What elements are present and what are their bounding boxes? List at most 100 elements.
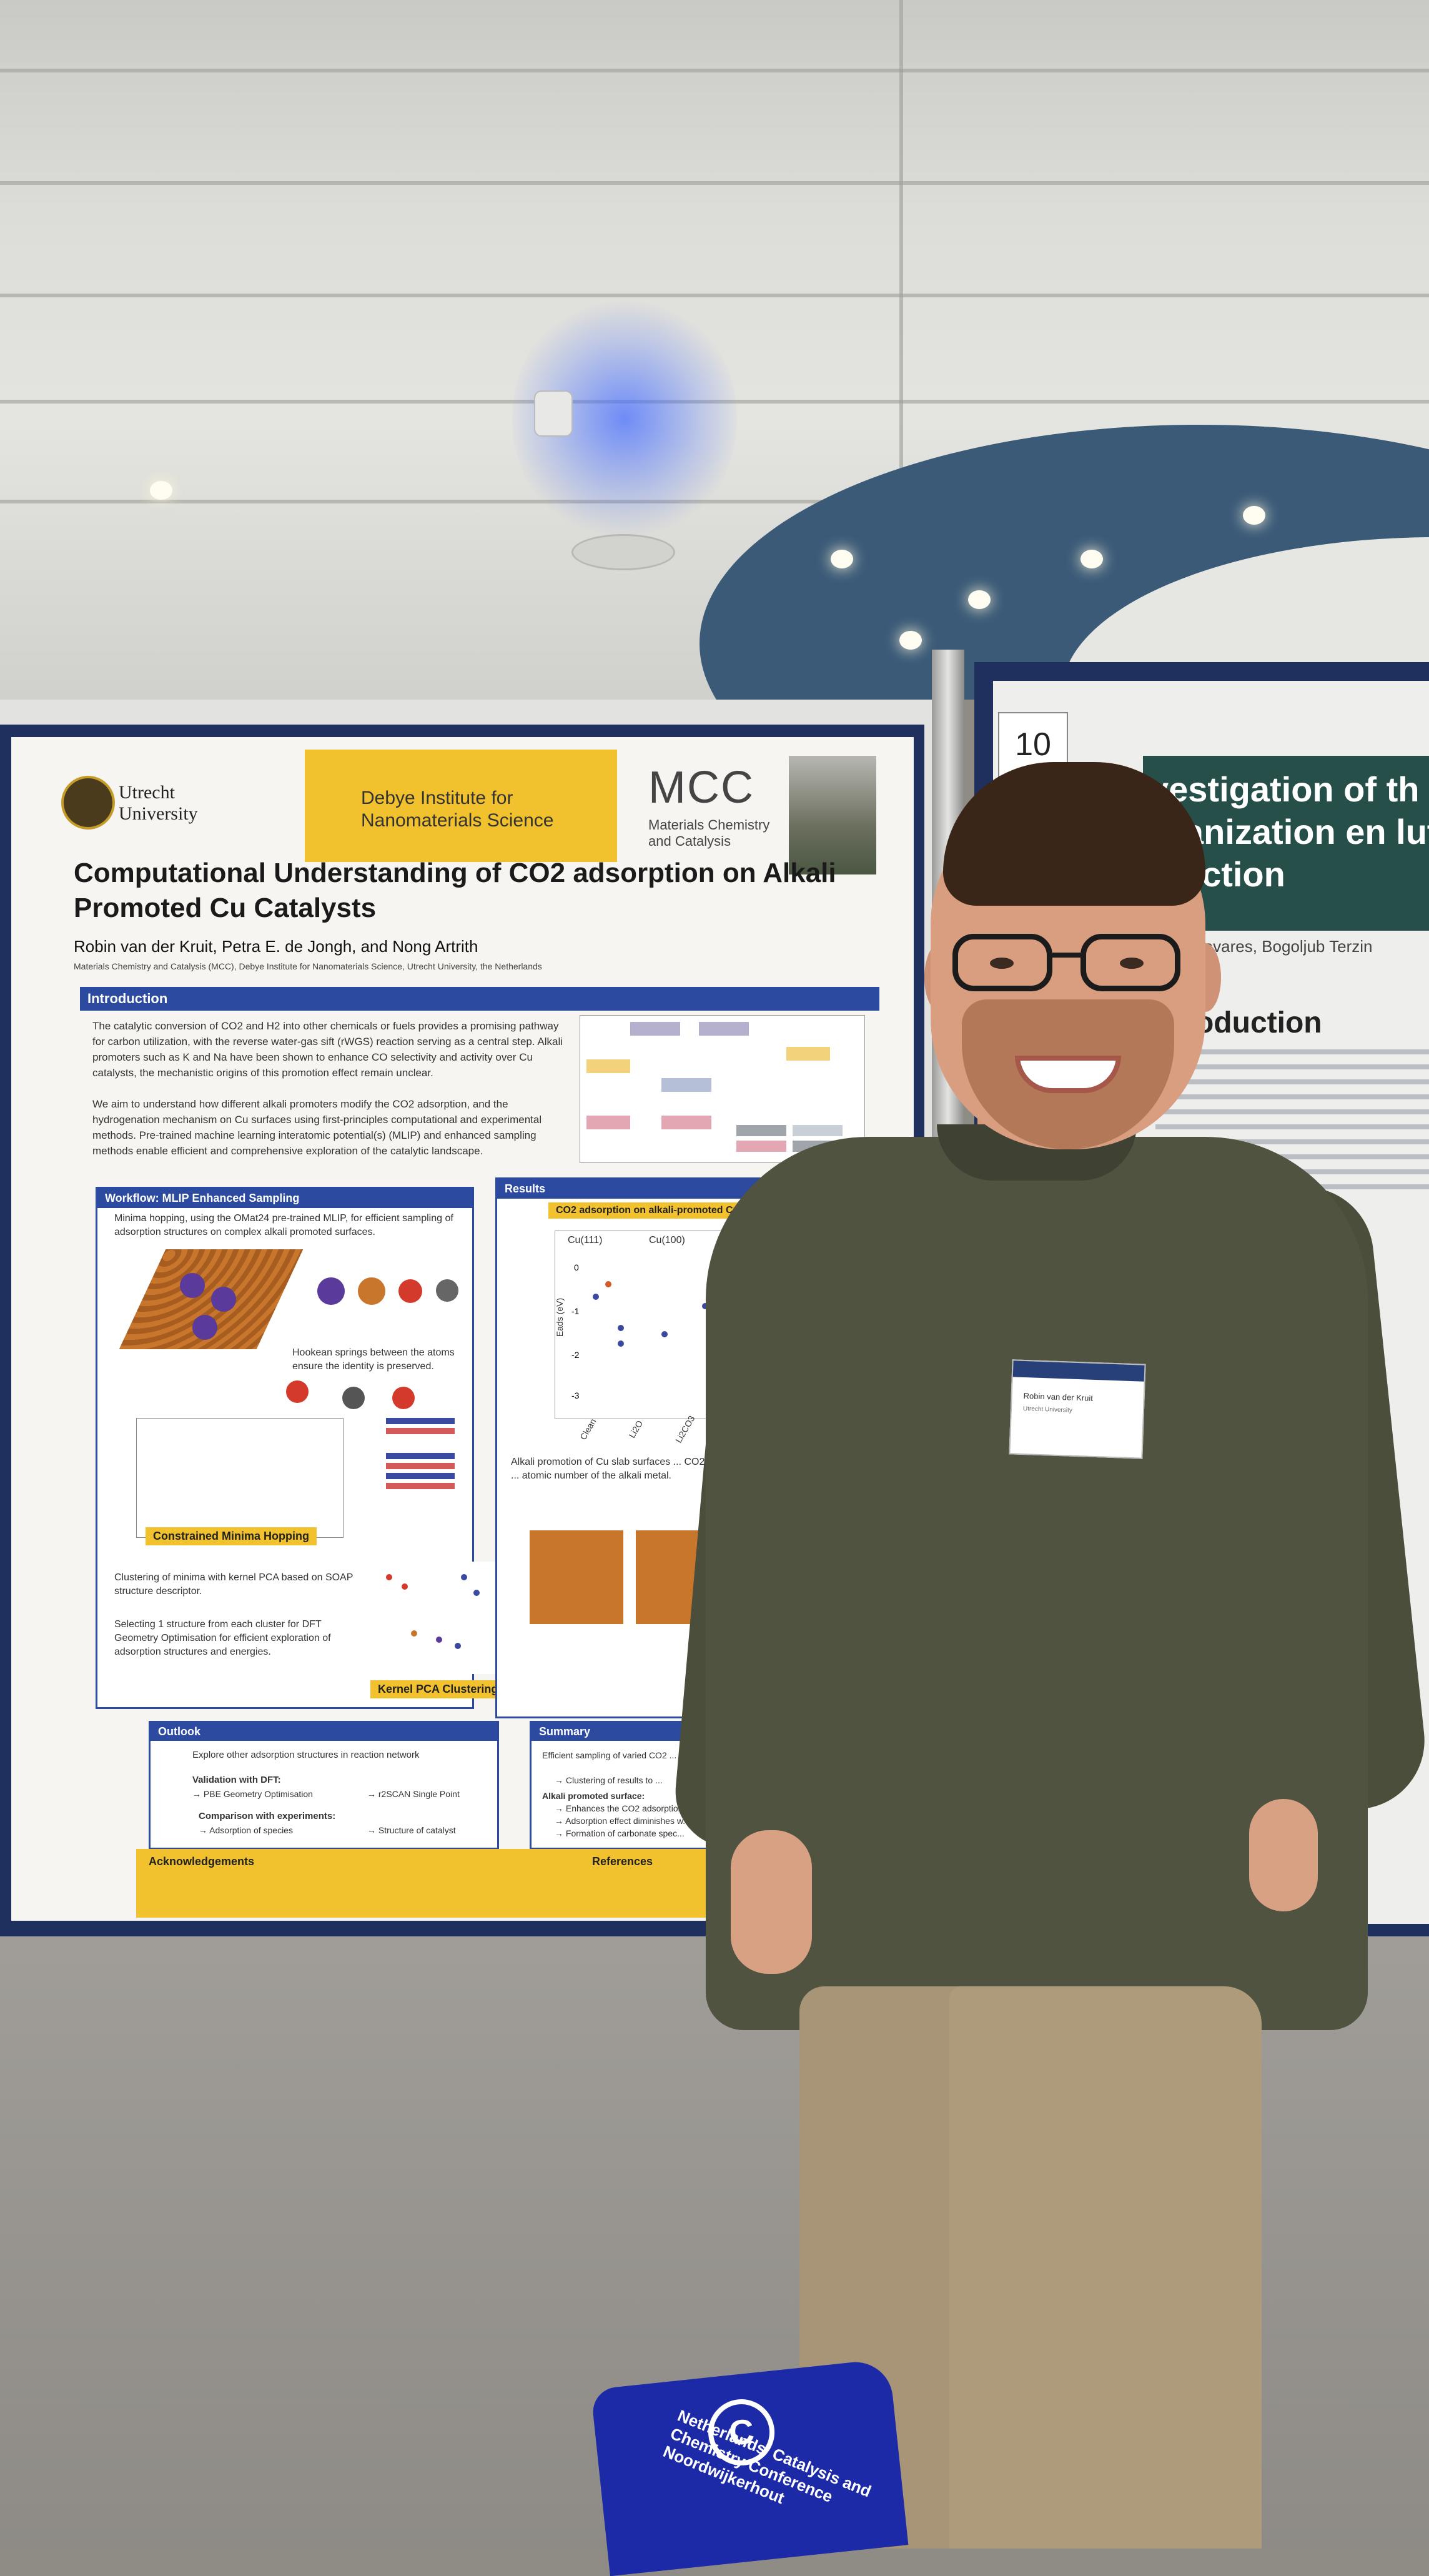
legend-chip <box>736 1141 786 1152</box>
y-tick: 0 <box>574 1262 579 1272</box>
eye <box>990 958 1014 969</box>
acknowledgements-banner: Acknowledgements References <box>136 1849 761 1918</box>
carbon-atom <box>342 1387 365 1409</box>
ceiling-light <box>150 481 172 500</box>
group-name: Materials Chemistry and Catalysis <box>648 817 770 849</box>
data-point <box>618 1325 624 1331</box>
legend-chip <box>793 1125 843 1136</box>
institute-banner: Debye Institute for Nanomaterials Scienc… <box>305 750 617 862</box>
energy-strip <box>386 1428 455 1434</box>
summary-item-2: Alkali promoted surface: <box>542 1791 645 1801</box>
kernel-pca-text: Clustering of minima with kernel PCA bas… <box>114 1572 354 1597</box>
text-line <box>1155 1154 1429 1159</box>
outlook-item-1: Explore other adsorption structures in r… <box>192 1750 420 1760</box>
selecting-text: Selecting 1 structure from each cluster … <box>114 1619 331 1657</box>
section-workflow: Workflow: MLIP Enhanced Sampling <box>97 1188 472 1208</box>
legend-atom <box>436 1279 458 1302</box>
legend-atom <box>317 1277 345 1305</box>
energy-strip <box>386 1453 455 1459</box>
network-node <box>586 1059 630 1073</box>
data-point <box>661 1331 668 1337</box>
kernel-pca-scatter <box>373 1562 498 1674</box>
network-node <box>630 1022 680 1036</box>
hair <box>943 762 1205 906</box>
right-hand <box>1249 1799 1318 1911</box>
network-node <box>699 1022 749 1036</box>
name-badge: Robin van der Kruit Utrecht University <box>1009 1359 1146 1459</box>
outlook-item-3: Comparison with experiments: <box>199 1811 336 1821</box>
results-chart-title: CO2 adsorption on alkali-promoted Cu <box>548 1202 747 1219</box>
conference-bag-text: Netherlands' Catalysis and Chemistry Con… <box>660 2405 874 2508</box>
text-line <box>1155 1064 1429 1069</box>
legend-cu100: Cu(100) <box>649 1235 685 1246</box>
ceiling-vent <box>571 534 675 570</box>
alkali-atom <box>192 1315 217 1340</box>
ceiling <box>0 0 1429 700</box>
kernel-pca-label: Kernel PCA Clustering <box>370 1680 506 1698</box>
ceiling-light <box>968 590 991 609</box>
energy-landscape-diagram <box>136 1418 344 1538</box>
section-references: References <box>592 1855 653 1868</box>
scatter-point <box>386 1574 392 1580</box>
section-acknowledgements: Acknowledgements <box>149 1855 255 1868</box>
energy-levels-diagram <box>386 1418 455 1493</box>
data-point <box>702 1303 708 1309</box>
summary-item-2c: → Formation of carbonate spec... <box>555 1828 685 1838</box>
intro-text: The catalytic conversion of CO2 and H2 i… <box>92 1020 563 1079</box>
left-hand <box>731 1830 812 1974</box>
legend-cu111: Cu(111) <box>568 1235 603 1246</box>
summary-item-1a: → Clustering of results to ... <box>555 1775 663 1785</box>
scatter-point <box>402 1583 408 1590</box>
scatter-point <box>436 1637 442 1643</box>
y-tick: -1 <box>571 1306 580 1316</box>
adsorption-structure-image <box>530 1530 623 1624</box>
outlook-item-2b: → r2SCAN Single Point <box>367 1789 460 1799</box>
intro-text-2: We aim to understand how different alkal… <box>92 1098 542 1157</box>
ceiling-light <box>1243 506 1265 525</box>
ceiling-panel-line <box>0 69 1429 72</box>
scatter-point <box>473 1590 480 1596</box>
smoke-detector <box>534 390 573 437</box>
legend-atom <box>358 1277 385 1305</box>
poster-title: Computational Understanding of CO2 adsor… <box>74 858 836 923</box>
outlook-item-3a: → Adsorption of species <box>199 1825 293 1835</box>
glasses-icon <box>952 934 1184 991</box>
ceiling-panel-line <box>0 294 1429 297</box>
y-tick: -2 <box>571 1350 580 1360</box>
network-node <box>786 1047 830 1061</box>
outlook-item-2a: → PBE Geometry Optimisation <box>192 1789 313 1799</box>
constrained-minima-label: Constrained Minima Hopping <box>146 1527 317 1545</box>
badge-header <box>1012 1360 1145 1382</box>
outlook-panel <box>149 1721 499 1850</box>
university-name: Utrecht University <box>119 782 198 824</box>
poster-affiliation: Materials Chemistry and Catalysis (MCC),… <box>74 961 542 971</box>
network-node <box>661 1078 711 1092</box>
data-point <box>593 1294 599 1300</box>
badge-organization: Utrecht University <box>1022 1405 1073 1414</box>
ceiling-light <box>831 550 853 568</box>
hookean-text: Hookean springs between the atoms ensure… <box>292 1347 455 1372</box>
text-line <box>1155 1124 1429 1129</box>
eye <box>1120 958 1144 969</box>
university-seal-icon <box>61 776 115 830</box>
ceiling-panel-line <box>0 500 906 503</box>
outlook-item-3b: → Structure of catalyst <box>367 1825 456 1835</box>
glasses-lens <box>952 934 1052 991</box>
energy-strip <box>386 1463 455 1469</box>
outlook-item-2: Validation with DFT: <box>192 1775 281 1785</box>
section-outlook: Outlook <box>151 1722 497 1741</box>
data-point <box>605 1281 611 1287</box>
alkali-atom <box>211 1287 236 1312</box>
network-node <box>661 1116 711 1129</box>
energy-strip <box>386 1418 455 1424</box>
conference-bag: C Netherlands' Catalysis and Chemistry C… <box>590 2358 909 2576</box>
text-line <box>1155 1049 1429 1054</box>
scatter-point <box>411 1630 417 1637</box>
ceiling-beam <box>899 0 903 687</box>
text-line <box>1155 1139 1429 1144</box>
y-tick: -3 <box>571 1390 580 1400</box>
glasses-bridge <box>1052 953 1084 958</box>
text-line <box>1155 1094 1429 1099</box>
energy-strip <box>386 1483 455 1489</box>
